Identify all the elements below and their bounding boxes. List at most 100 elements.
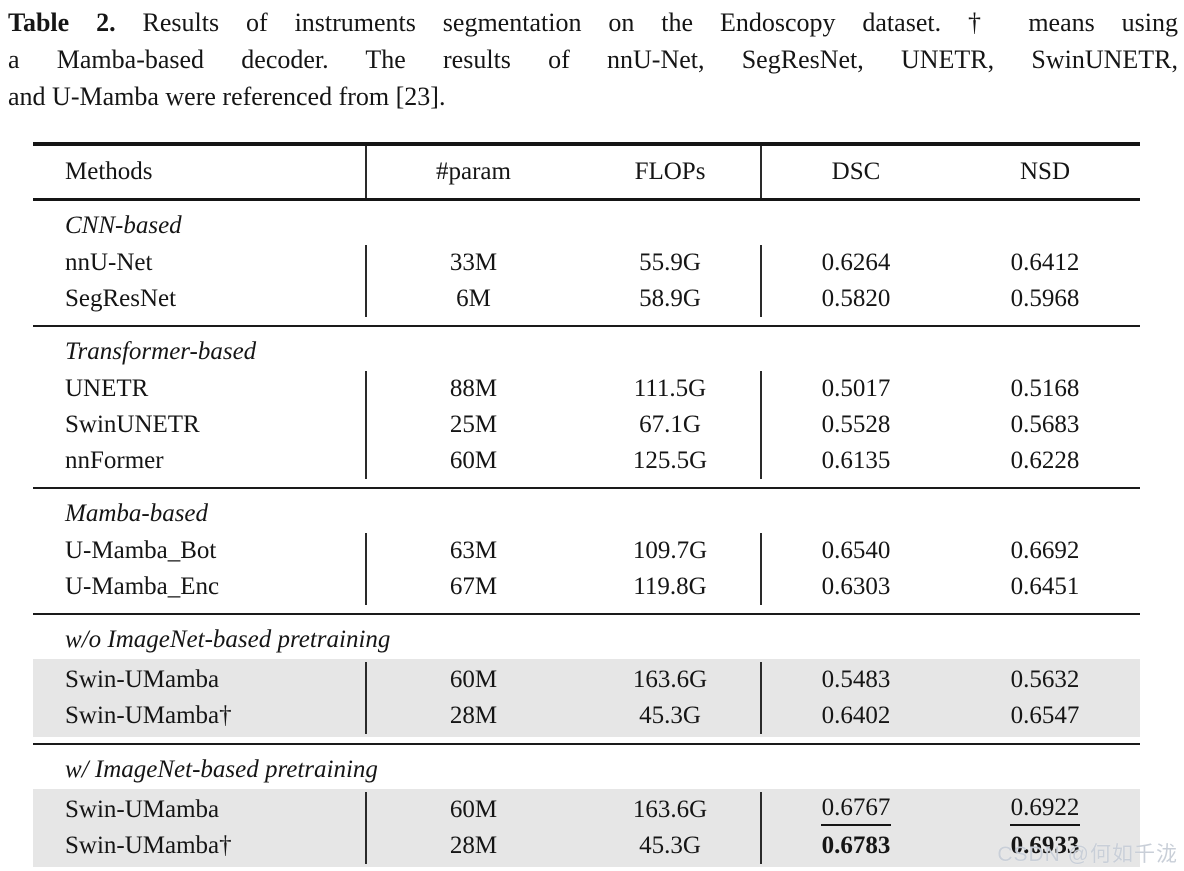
param-cell: 60M — [449, 447, 498, 474]
param-cell: 67M — [449, 573, 498, 600]
section-label: Mamba-based — [65, 500, 209, 527]
dsc-cell: 0.6264 — [821, 249, 891, 276]
caption-line-1: Table 2. Results of instruments segmenta… — [8, 4, 1178, 41]
param-cell: 60M — [449, 796, 498, 823]
table-caption: Table 2. Results of instruments segmenta… — [8, 4, 1178, 115]
table-row: Swin-UMamba† 28M 45.3G 0.6402 0.6547 — [33, 698, 1140, 734]
param-cell: 28M — [449, 702, 498, 729]
method-cell: U-Mamba_Enc — [33, 569, 367, 605]
dsc-cell: 0.5528 — [821, 411, 891, 438]
nsd-cell: 0.6933 — [950, 828, 1140, 864]
dsc-cell: 0.6135 — [821, 447, 891, 474]
section-label-row: CNN-based — [33, 201, 1140, 245]
header-param: #param — [436, 158, 511, 185]
table-row: Swin-UMamba† 28M 45.3G 0.6783 0.6933 — [33, 828, 1140, 864]
header-flops: FLOPs — [580, 146, 762, 198]
best-value: 0.6783 — [821, 832, 891, 859]
highlighted-rows: Swin-UMamba 60M 163.6G 0.6767 0.6922 Swi… — [33, 789, 1140, 867]
param-cell: 63M — [449, 537, 498, 564]
dsc-cell: 0.6303 — [821, 573, 891, 600]
section-label-row: Transformer-based — [33, 327, 1140, 371]
nsd-cell: 0.5168 — [1010, 375, 1080, 402]
param-cell: 88M — [449, 375, 498, 402]
section-label: w/ ImageNet-based pretraining — [65, 756, 378, 783]
flops-cell: 163.6G — [580, 662, 762, 698]
flops-cell: 58.9G — [580, 281, 762, 317]
method-cell: SwinUNETR — [33, 407, 367, 443]
section-transformer-based: Transformer-based UNETR 88M 111.5G 0.501… — [33, 327, 1140, 489]
nsd-cell: 0.6412 — [1010, 249, 1080, 276]
second-best-value: 0.6922 — [1009, 794, 1081, 826]
table-row: UNETR 88M 111.5G 0.5017 0.5168 — [33, 371, 1140, 407]
header-nsd: NSD — [1019, 158, 1070, 185]
section-label-row: w/ ImageNet-based pretraining — [33, 745, 1140, 789]
param-cell: 33M — [449, 249, 498, 276]
section-cnn-based: CNN-based nnU-Net 33M 55.9G 0.6264 0.641… — [33, 201, 1140, 327]
dsc-cell: 0.6783 — [762, 828, 950, 864]
caption-line-2: a Mamba-based decoder. The results of nn… — [8, 45, 1178, 74]
nsd-cell: 0.5968 — [1010, 285, 1080, 312]
best-value: 0.6933 — [1010, 832, 1080, 859]
results-table: Methods #param FLOPs DSC NSD CNN-based n… — [33, 142, 1140, 871]
nsd-cell: 0.6922 — [950, 792, 1140, 828]
second-best-value: 0.6767 — [820, 794, 892, 826]
flops-cell: 67.1G — [580, 407, 762, 443]
method-cell: Swin-UMamba† — [33, 828, 367, 864]
header-methods: Methods — [33, 146, 367, 198]
flops-cell: 45.3G — [580, 698, 762, 734]
table-header-row: Methods #param FLOPs DSC NSD — [33, 146, 1140, 201]
nsd-cell: 0.6451 — [1010, 573, 1080, 600]
table-row: SwinUNETR 25M 67.1G 0.5528 0.5683 — [33, 407, 1140, 443]
nsd-cell: 0.5683 — [1010, 411, 1080, 438]
section-label: w/o ImageNet-based pretraining — [65, 626, 391, 653]
method-cell: nnU-Net — [33, 245, 367, 281]
section-label-row: Mamba-based — [33, 489, 1140, 533]
table-row: nnFormer 60M 125.5G 0.6135 0.6228 — [33, 443, 1140, 479]
method-cell: Swin-UMamba — [33, 662, 367, 698]
table-row: Swin-UMamba 60M 163.6G 0.5483 0.5632 — [33, 662, 1140, 698]
table-row: U-Mamba_Bot 63M 109.7G 0.6540 0.6692 — [33, 533, 1140, 569]
param-cell: 6M — [456, 285, 491, 312]
table-row: Swin-UMamba 60M 163.6G 0.6767 0.6922 — [33, 792, 1140, 828]
method-cell: U-Mamba_Bot — [33, 533, 367, 569]
nsd-cell: 0.6228 — [1010, 447, 1080, 474]
dsc-cell: 0.5017 — [821, 375, 891, 402]
method-cell: SegResNet — [33, 281, 367, 317]
flops-cell: 109.7G — [580, 533, 762, 569]
flops-cell: 119.8G — [580, 569, 762, 605]
nsd-cell: 0.6547 — [1010, 702, 1080, 729]
header-dsc: DSC — [831, 158, 881, 185]
section-mamba-based: Mamba-based U-Mamba_Bot 63M 109.7G 0.654… — [33, 489, 1140, 615]
highlighted-rows: Swin-UMamba 60M 163.6G 0.5483 0.5632 Swi… — [33, 659, 1140, 737]
flops-cell: 45.3G — [580, 828, 762, 864]
table-row: SegResNet 6M 58.9G 0.5820 0.5968 — [33, 281, 1140, 317]
section-without-pretraining: w/o ImageNet-based pretraining Swin-UMam… — [33, 615, 1140, 745]
method-cell: nnFormer — [33, 443, 367, 479]
param-cell: 25M — [449, 411, 498, 438]
table-row: nnU-Net 33M 55.9G 0.6264 0.6412 — [33, 245, 1140, 281]
table-row: U-Mamba_Enc 67M 119.8G 0.6303 0.6451 — [33, 569, 1140, 605]
section-label: CNN-based — [65, 212, 182, 239]
dsc-cell: 0.6767 — [762, 792, 950, 828]
nsd-cell: 0.6692 — [1010, 537, 1080, 564]
flops-cell: 111.5G — [580, 371, 762, 407]
flops-cell: 125.5G — [580, 443, 762, 479]
dsc-cell: 0.5483 — [821, 666, 891, 693]
dsc-cell: 0.6402 — [821, 702, 891, 729]
section-label-row: w/o ImageNet-based pretraining — [33, 615, 1140, 659]
flops-cell: 55.9G — [580, 245, 762, 281]
caption-line-1-text: Results of instruments segmentation on t… — [142, 8, 1178, 37]
dsc-cell: 0.6540 — [821, 537, 891, 564]
section-label: Transformer-based — [65, 338, 257, 365]
dsc-cell: 0.5820 — [821, 285, 891, 312]
method-cell: Swin-UMamba — [33, 792, 367, 828]
param-cell: 28M — [449, 832, 498, 859]
method-cell: UNETR — [33, 371, 367, 407]
param-cell: 60M — [449, 666, 498, 693]
method-cell: Swin-UMamba† — [33, 698, 367, 734]
caption-line-3: and U-Mamba were referenced from [23]. — [8, 82, 446, 111]
caption-label: Table 2. — [8, 8, 116, 37]
section-with-pretraining: w/ ImageNet-based pretraining Swin-UMamb… — [33, 745, 1140, 871]
nsd-cell: 0.5632 — [1010, 666, 1080, 693]
